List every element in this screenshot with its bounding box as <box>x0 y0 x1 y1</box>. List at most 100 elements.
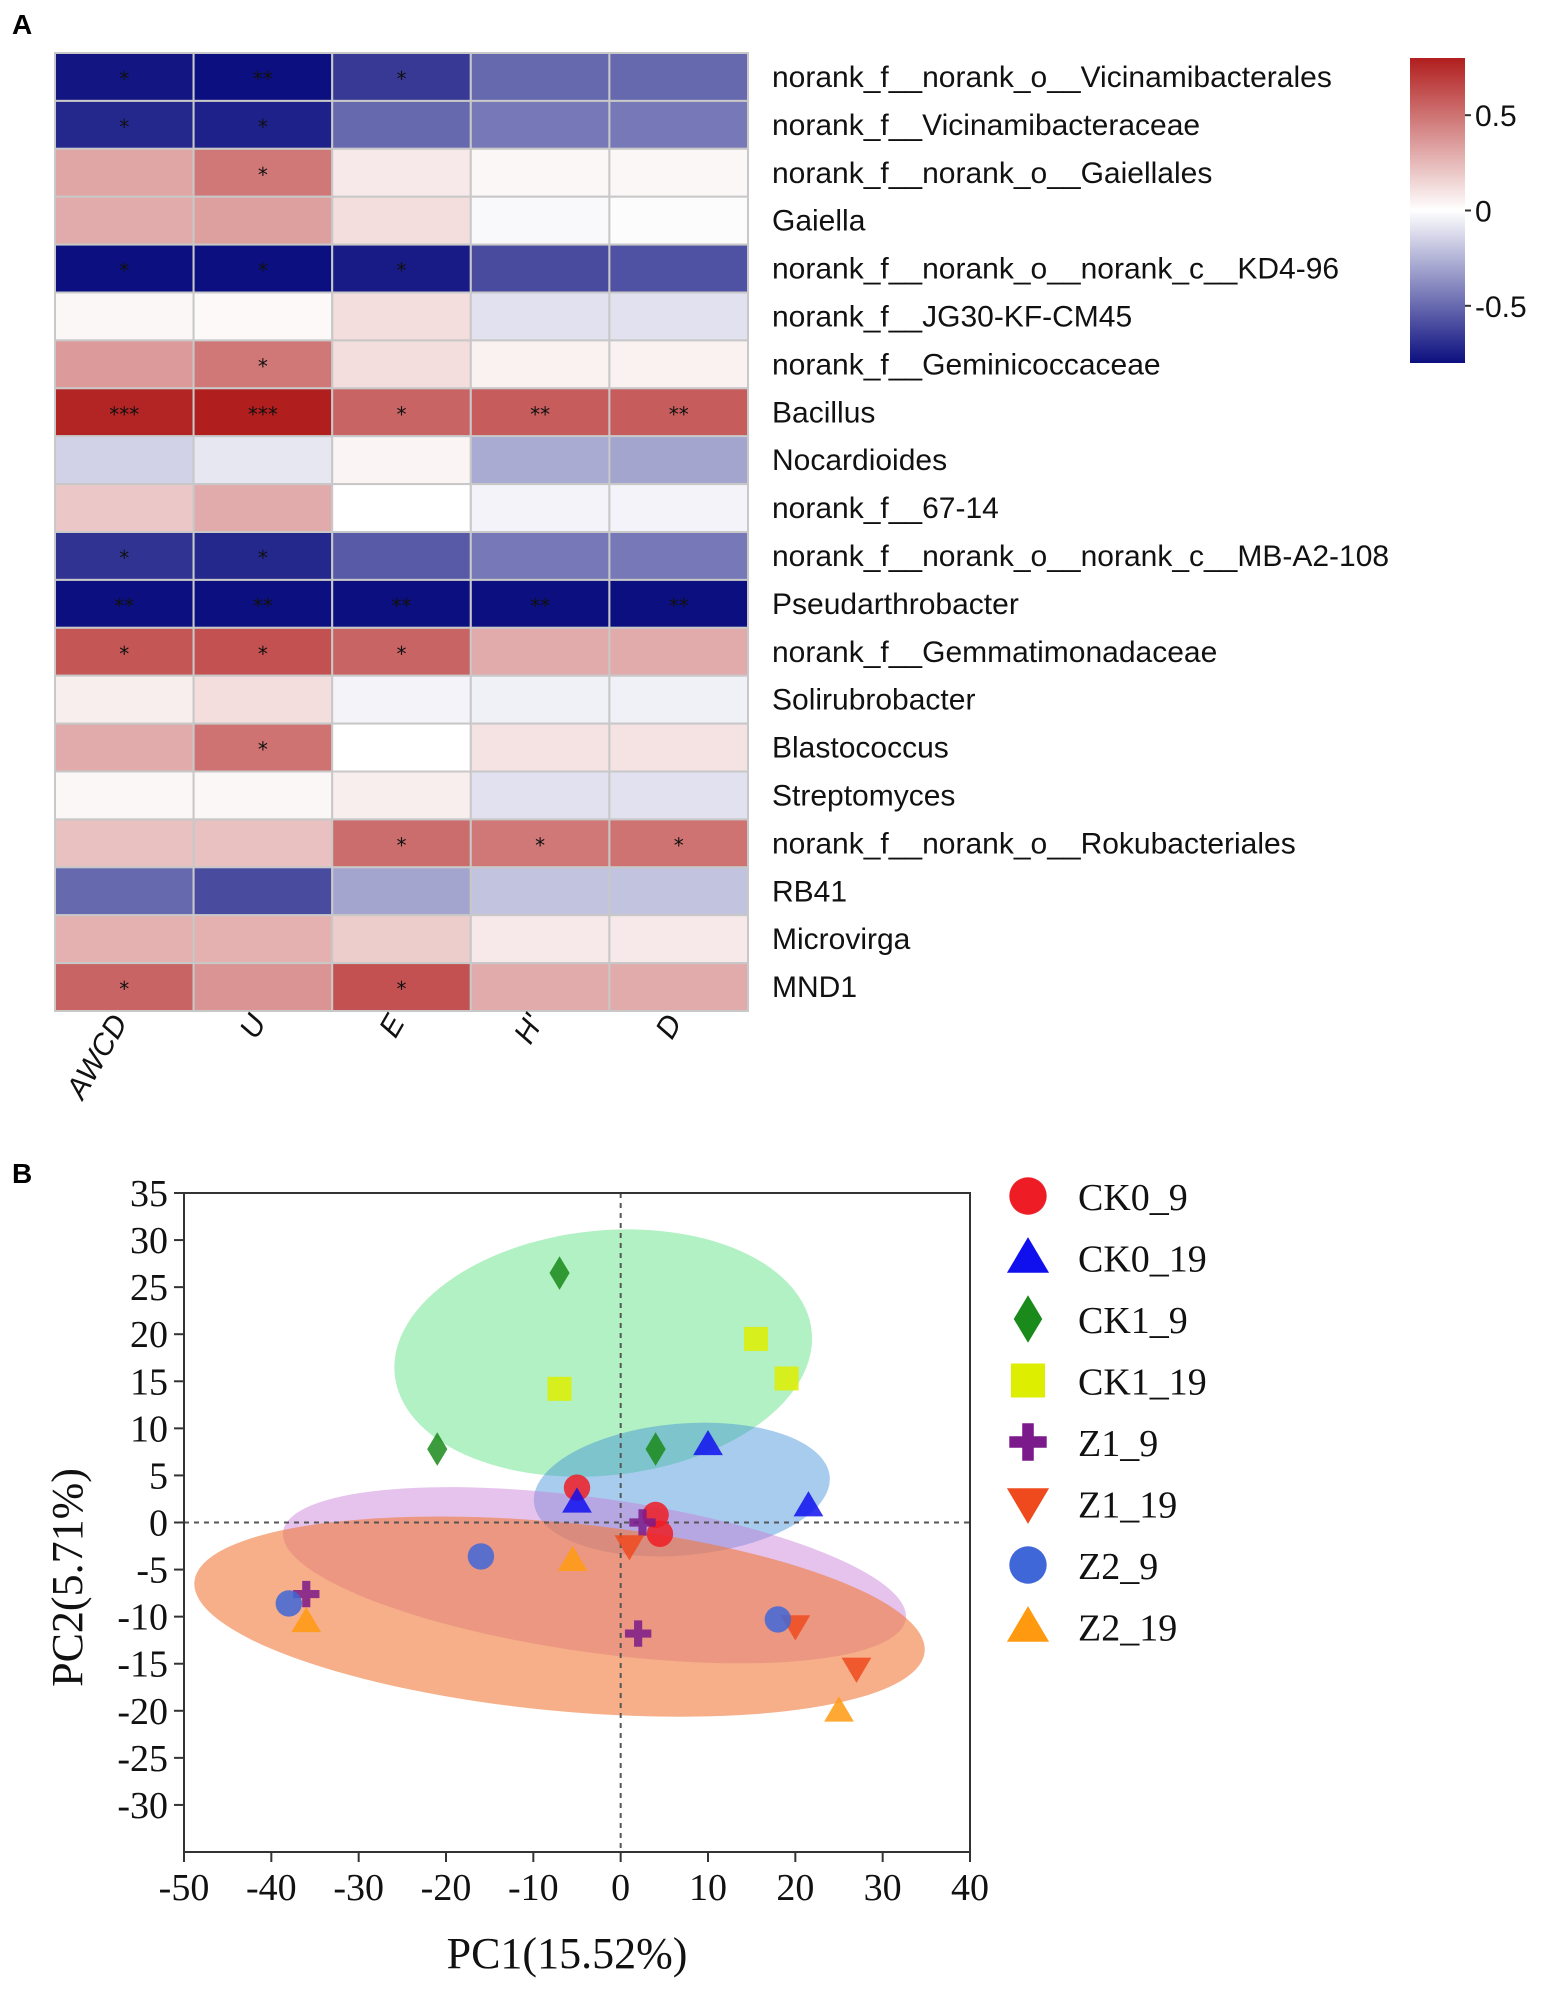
heatmap-cell <box>469 195 611 246</box>
heatmap-cell <box>608 722 750 773</box>
legend-label: CK0_19 <box>1078 1239 1207 1281</box>
heatmap-cell <box>192 52 334 102</box>
heatmap-cell <box>469 722 611 773</box>
significance-star: * <box>258 163 268 187</box>
heatmap-cell <box>469 387 611 438</box>
x-tick-label: 10 <box>689 1867 727 1909</box>
heatmap-cell <box>54 770 195 821</box>
heatmap-cell <box>331 914 472 965</box>
heatmap-cell <box>469 147 611 198</box>
colorbar-tick-label: -0.5 <box>1475 291 1527 324</box>
data-point <box>614 1535 645 1561</box>
y-tick-label: 35 <box>130 1173 168 1215</box>
confidence-ellipse <box>194 1516 925 1717</box>
heatmap-cell <box>608 531 750 581</box>
heatmap-cell <box>331 818 472 869</box>
heatmap-row-label: norank_f__JG30-KF-CM45 <box>772 300 1132 333</box>
heatmap-cell <box>469 578 611 629</box>
significance-star: *** <box>109 402 139 426</box>
heatmap-cell <box>331 722 472 773</box>
heatmap-cell <box>469 531 611 581</box>
heatmap-cell <box>469 243 611 294</box>
y-tick-label: -10 <box>117 1597 168 1639</box>
heatmap-cell <box>331 195 472 246</box>
heatmap-cell <box>469 818 611 869</box>
heatmap-column-label: D <box>649 1009 688 1044</box>
data-point <box>291 1606 322 1633</box>
heatmap-cell <box>608 578 750 629</box>
heatmap-cell <box>469 914 611 965</box>
heatmap-cell <box>469 674 611 725</box>
pca-legend: CK0_9 CK0_19 CK1_9 CK1_19 Z1_9 Z1_19 Z2_9 Z2_19 <box>1006 1177 1207 1650</box>
heatmap-cell <box>192 291 334 342</box>
heatmap-cell <box>331 531 472 581</box>
legend-label: CK1_19 <box>1078 1362 1207 1404</box>
heatmap-row-label: norank_f__norank_o__Vicinamibacterales <box>772 61 1332 94</box>
data-point <box>629 1509 656 1536</box>
heatmap-cell <box>469 626 611 677</box>
heatmap-cell <box>608 195 750 246</box>
heatmap-row-label: norank_f__norank_o__Rokubacteriales <box>772 827 1296 860</box>
significance-star: ** <box>253 594 273 618</box>
legend-marker <box>1009 1423 1047 1461</box>
heatmap-cell <box>331 99 472 150</box>
heatmap-cell <box>469 99 611 150</box>
y-tick-label: -25 <box>117 1738 168 1780</box>
heatmap-cell <box>608 52 750 102</box>
heatmap-row-label: Pseudarthrobacter <box>772 588 1019 621</box>
colorbar-tick-label: 0.5 <box>1475 100 1517 133</box>
data-point <box>841 1657 872 1683</box>
data-point <box>562 1487 592 1513</box>
x-tick-label: -50 <box>159 1867 210 1909</box>
heatmap-cell <box>192 531 334 581</box>
legend-marker <box>1013 1295 1043 1343</box>
data-point <box>293 1580 320 1608</box>
heatmap-cell <box>54 578 195 629</box>
legend-label: Z2_19 <box>1078 1608 1177 1650</box>
heatmap-cell <box>331 339 472 390</box>
y-tick-label: 25 <box>130 1267 168 1309</box>
y-tick-label: 0 <box>149 1503 168 1545</box>
heatmap-cell <box>608 483 750 534</box>
heatmap-cell <box>54 339 195 390</box>
heatmap-cell <box>608 962 750 1012</box>
heatmap-row-label: Solirubrobacter <box>772 684 975 717</box>
heatmap-cell <box>192 147 334 198</box>
heatmap-cell <box>608 435 750 486</box>
significance-star: * <box>258 354 268 378</box>
confidence-ellipse <box>394 1229 813 1477</box>
y-tick-label: -30 <box>117 1785 168 1827</box>
heatmap-cell <box>608 99 750 150</box>
significance-star: * <box>258 115 268 139</box>
data-point <box>549 1256 570 1290</box>
heatmap-cell <box>192 962 334 1012</box>
heatmap-cell <box>608 291 750 342</box>
heatmap-cell <box>192 818 334 869</box>
heatmap-cell <box>192 770 334 821</box>
heatmap-cell <box>192 435 334 486</box>
significance-star: ** <box>530 594 550 618</box>
y-tick-label: 5 <box>149 1455 168 1497</box>
heatmap-cell <box>608 147 750 198</box>
heatmap-cell <box>331 962 472 1012</box>
heatmap-cell <box>608 674 750 725</box>
x-tick-label: 20 <box>776 1867 814 1909</box>
pca-panel: -50 -40 -30 -20 -10 0 10 20 30 40 35 30 25 20 15 10 5 0 -5… <box>43 1173 989 1978</box>
data-point <box>774 1366 799 1391</box>
significance-star: * <box>258 546 268 570</box>
heatmap-cell <box>331 770 472 821</box>
x-tick-label: -30 <box>333 1867 384 1909</box>
significance-star: ** <box>669 594 689 618</box>
heatmap-cell <box>331 674 472 725</box>
panel-a-label: A <box>12 9 32 40</box>
significance-star: * <box>119 642 129 666</box>
heatmap-cell <box>469 52 611 102</box>
heatmap-row-label: norank_f__norank_o__norank_c__MB-A2-108 <box>772 540 1389 573</box>
heatmap-colorbar: 0.5 0 -0.5 <box>1410 58 1527 363</box>
legend-label: CK1_9 <box>1078 1300 1188 1342</box>
significance-star: * <box>258 642 268 666</box>
significance-star: * <box>535 833 545 857</box>
significance-star: * <box>258 259 268 283</box>
x-tick-label: 40 <box>951 1867 989 1909</box>
significance-star: * <box>397 67 407 91</box>
